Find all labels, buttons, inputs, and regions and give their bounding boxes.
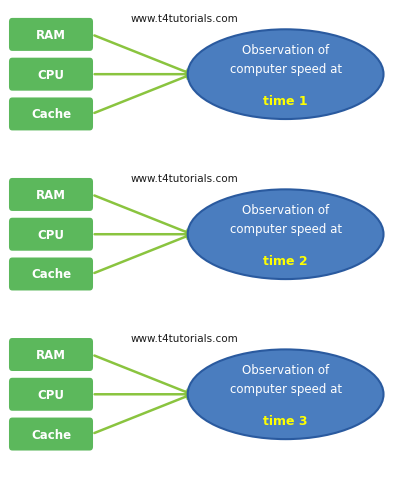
- FancyBboxPatch shape: [9, 19, 93, 52]
- FancyBboxPatch shape: [9, 179, 93, 212]
- Text: CPU: CPU: [38, 388, 64, 401]
- Text: Observation of
computer speed at: Observation of computer speed at: [230, 363, 341, 395]
- Text: Cache: Cache: [31, 108, 71, 121]
- Ellipse shape: [188, 349, 384, 439]
- FancyBboxPatch shape: [9, 378, 93, 411]
- Text: RAM: RAM: [36, 348, 66, 361]
- Text: Observation of
computer speed at: Observation of computer speed at: [230, 44, 341, 76]
- Text: time 2: time 2: [263, 255, 308, 268]
- Text: RAM: RAM: [36, 189, 66, 201]
- Text: time 3: time 3: [263, 415, 308, 427]
- Text: www.t4tutorials.com: www.t4tutorials.com: [131, 15, 238, 24]
- FancyBboxPatch shape: [9, 218, 93, 251]
- Text: www.t4tutorials.com: www.t4tutorials.com: [131, 174, 238, 184]
- Text: www.t4tutorials.com: www.t4tutorials.com: [131, 334, 238, 344]
- Text: Observation of
computer speed at: Observation of computer speed at: [230, 203, 341, 235]
- FancyBboxPatch shape: [9, 338, 93, 371]
- FancyBboxPatch shape: [9, 418, 93, 451]
- Text: CPU: CPU: [38, 228, 64, 241]
- Text: RAM: RAM: [36, 29, 66, 42]
- FancyBboxPatch shape: [9, 98, 93, 131]
- FancyBboxPatch shape: [9, 59, 93, 91]
- FancyBboxPatch shape: [9, 258, 93, 291]
- Ellipse shape: [188, 30, 384, 120]
- Text: Cache: Cache: [31, 428, 71, 440]
- Text: time 1: time 1: [263, 95, 308, 108]
- Ellipse shape: [188, 190, 384, 280]
- Text: CPU: CPU: [38, 69, 64, 81]
- Text: Cache: Cache: [31, 268, 71, 281]
